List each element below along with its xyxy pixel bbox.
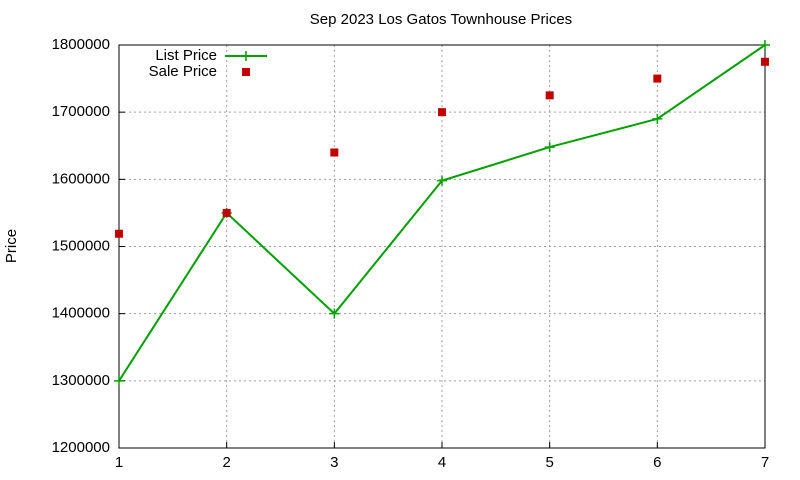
chart-title: Sep 2023 Los Gatos Townhouse Prices bbox=[310, 11, 572, 28]
y-tick-label: 1200000 bbox=[52, 439, 110, 456]
point bbox=[114, 375, 124, 386]
point bbox=[222, 208, 231, 217]
legend-marker bbox=[242, 68, 250, 76]
x-tick-label: 6 bbox=[653, 454, 661, 471]
legend-marker bbox=[241, 51, 251, 61]
plot-border bbox=[118, 44, 766, 449]
y-tick-label: 1800000 bbox=[52, 36, 110, 53]
y-tick-label: 1400000 bbox=[52, 305, 110, 322]
point bbox=[329, 308, 340, 319]
point bbox=[761, 57, 769, 66]
point bbox=[760, 40, 770, 50]
point bbox=[653, 74, 662, 83]
x-tick-label: 5 bbox=[545, 454, 553, 471]
legend-label: List Price bbox=[155, 47, 217, 64]
point bbox=[438, 108, 446, 117]
point bbox=[330, 148, 339, 157]
x-tick-label: 1 bbox=[115, 454, 123, 471]
x-tick-label: 7 bbox=[761, 454, 769, 471]
point bbox=[652, 113, 663, 124]
y-tick-label: 1300000 bbox=[52, 372, 110, 389]
y-tick-label: 1500000 bbox=[52, 237, 110, 254]
legend-label: Sale Price bbox=[149, 63, 217, 80]
point bbox=[544, 142, 555, 153]
x-tick-label: 2 bbox=[222, 454, 230, 471]
x-tick-label: 3 bbox=[330, 454, 338, 471]
point bbox=[545, 91, 554, 100]
y-axis-label: Price bbox=[3, 229, 20, 263]
point bbox=[115, 229, 123, 238]
y-tick-label: 1700000 bbox=[52, 103, 110, 120]
y-tick-label: 1600000 bbox=[52, 170, 110, 187]
x-tick-label: 4 bbox=[438, 454, 446, 471]
point bbox=[437, 175, 447, 186]
